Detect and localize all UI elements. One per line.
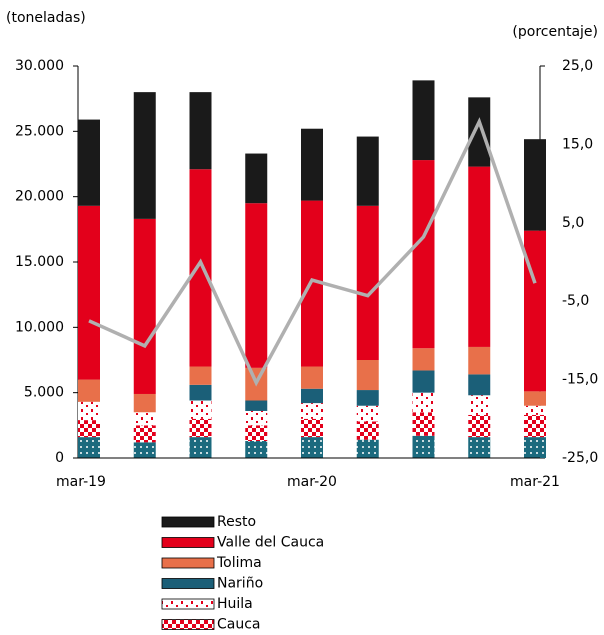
bar-segment bbox=[412, 160, 435, 349]
bar-segment bbox=[189, 366, 212, 385]
bar-segment bbox=[78, 379, 100, 402]
legend-swatch bbox=[161, 557, 215, 569]
x-tick-label: mar-21 bbox=[510, 474, 560, 490]
bar-segment bbox=[468, 437, 491, 458]
bar-segment bbox=[412, 80, 435, 161]
bar-segment bbox=[524, 391, 546, 406]
y2-tick-label: -5,0 bbox=[562, 293, 589, 309]
bar-segment bbox=[245, 153, 268, 204]
bar-segment bbox=[301, 403, 323, 419]
bar-segment bbox=[189, 169, 212, 367]
bar-segment bbox=[468, 346, 491, 375]
bar-segment bbox=[468, 374, 491, 396]
bar-segment bbox=[78, 119, 100, 206]
y2-tick-label: -15,0 bbox=[562, 372, 598, 388]
y-tick-label: 5.000 bbox=[24, 385, 64, 401]
bar-segment bbox=[412, 392, 435, 413]
legend-label: Nariño bbox=[217, 576, 263, 592]
bar-segment bbox=[468, 414, 491, 438]
y-tick-label: 30.000 bbox=[15, 58, 64, 74]
bar-segment bbox=[301, 437, 323, 458]
bar-segment bbox=[189, 418, 212, 438]
bar-segment bbox=[524, 230, 546, 392]
bar-segment bbox=[245, 400, 268, 411]
y2-tick-label: 15,0 bbox=[562, 136, 593, 152]
bar-segment bbox=[524, 139, 546, 231]
legend-swatch bbox=[161, 537, 215, 548]
y-tick-label: 0 bbox=[55, 450, 64, 466]
y2-tick-label: 5,0 bbox=[562, 215, 584, 231]
bar-segment bbox=[356, 390, 379, 406]
y2-axis-label: (porcentaje) bbox=[512, 24, 598, 40]
bar-segment bbox=[301, 128, 323, 201]
bar-segment bbox=[189, 92, 212, 170]
bar-segment bbox=[189, 400, 212, 419]
y2-tick-label: 25,0 bbox=[562, 58, 593, 74]
bar-segment bbox=[412, 370, 435, 393]
legend-label: Huila bbox=[217, 596, 253, 612]
bar-segment bbox=[245, 441, 268, 458]
legend-swatch bbox=[161, 516, 215, 528]
bar-segment bbox=[78, 205, 100, 380]
legend-swatch bbox=[161, 619, 215, 630]
line-series bbox=[88, 117, 537, 387]
bar-segment bbox=[356, 405, 379, 422]
bar-segment bbox=[133, 412, 156, 426]
y-tick-label: 10.000 bbox=[15, 319, 64, 335]
legend-label: Valle del Cauca bbox=[217, 535, 324, 551]
bar-segment bbox=[468, 395, 491, 415]
bar-segment bbox=[468, 166, 491, 347]
bar-segment bbox=[133, 92, 156, 219]
y-tick-label: 25.000 bbox=[15, 123, 64, 139]
legend-swatch bbox=[161, 598, 215, 610]
bar-segment bbox=[524, 437, 546, 458]
bar-segment bbox=[524, 405, 546, 415]
y-tick-label: 15.000 bbox=[15, 254, 64, 270]
bar-segment bbox=[245, 425, 268, 442]
y2-tick-label: -25,0 bbox=[562, 450, 598, 466]
legend-label: Resto bbox=[217, 514, 256, 530]
bar-segment bbox=[301, 388, 323, 404]
bar-segment bbox=[133, 393, 156, 413]
bar-segment bbox=[133, 442, 156, 458]
bar-segment bbox=[356, 439, 379, 458]
y-tick-label: 20.000 bbox=[15, 189, 64, 205]
bar-segment bbox=[356, 136, 379, 206]
bar-segment bbox=[245, 203, 268, 368]
bar-segment bbox=[78, 437, 100, 458]
bar-segment bbox=[524, 414, 546, 438]
bar-segment bbox=[412, 435, 435, 458]
bar-segment bbox=[189, 437, 212, 458]
y-axis-label: (toneladas) bbox=[6, 10, 86, 26]
bar-segment bbox=[133, 425, 156, 443]
legend-label: Cauca bbox=[217, 617, 261, 632]
bar-segment bbox=[356, 360, 379, 391]
bar-segment bbox=[412, 412, 435, 436]
legend-swatch bbox=[161, 578, 215, 589]
x-tick-label: mar-20 bbox=[287, 474, 337, 490]
bar-segment bbox=[133, 218, 156, 394]
bar-segment bbox=[78, 420, 100, 438]
bar-segment bbox=[356, 205, 379, 360]
legend-label: Tolima bbox=[216, 555, 262, 571]
bar-segment bbox=[356, 421, 379, 440]
bar-segment bbox=[301, 418, 323, 438]
bar-segment bbox=[301, 366, 323, 389]
bar-segment bbox=[468, 97, 491, 167]
bar-segment bbox=[412, 348, 435, 371]
bar-segment bbox=[245, 410, 268, 426]
bar-segment bbox=[189, 384, 212, 401]
bar-segment bbox=[78, 401, 100, 421]
x-tick-label: mar-19 bbox=[56, 474, 106, 490]
